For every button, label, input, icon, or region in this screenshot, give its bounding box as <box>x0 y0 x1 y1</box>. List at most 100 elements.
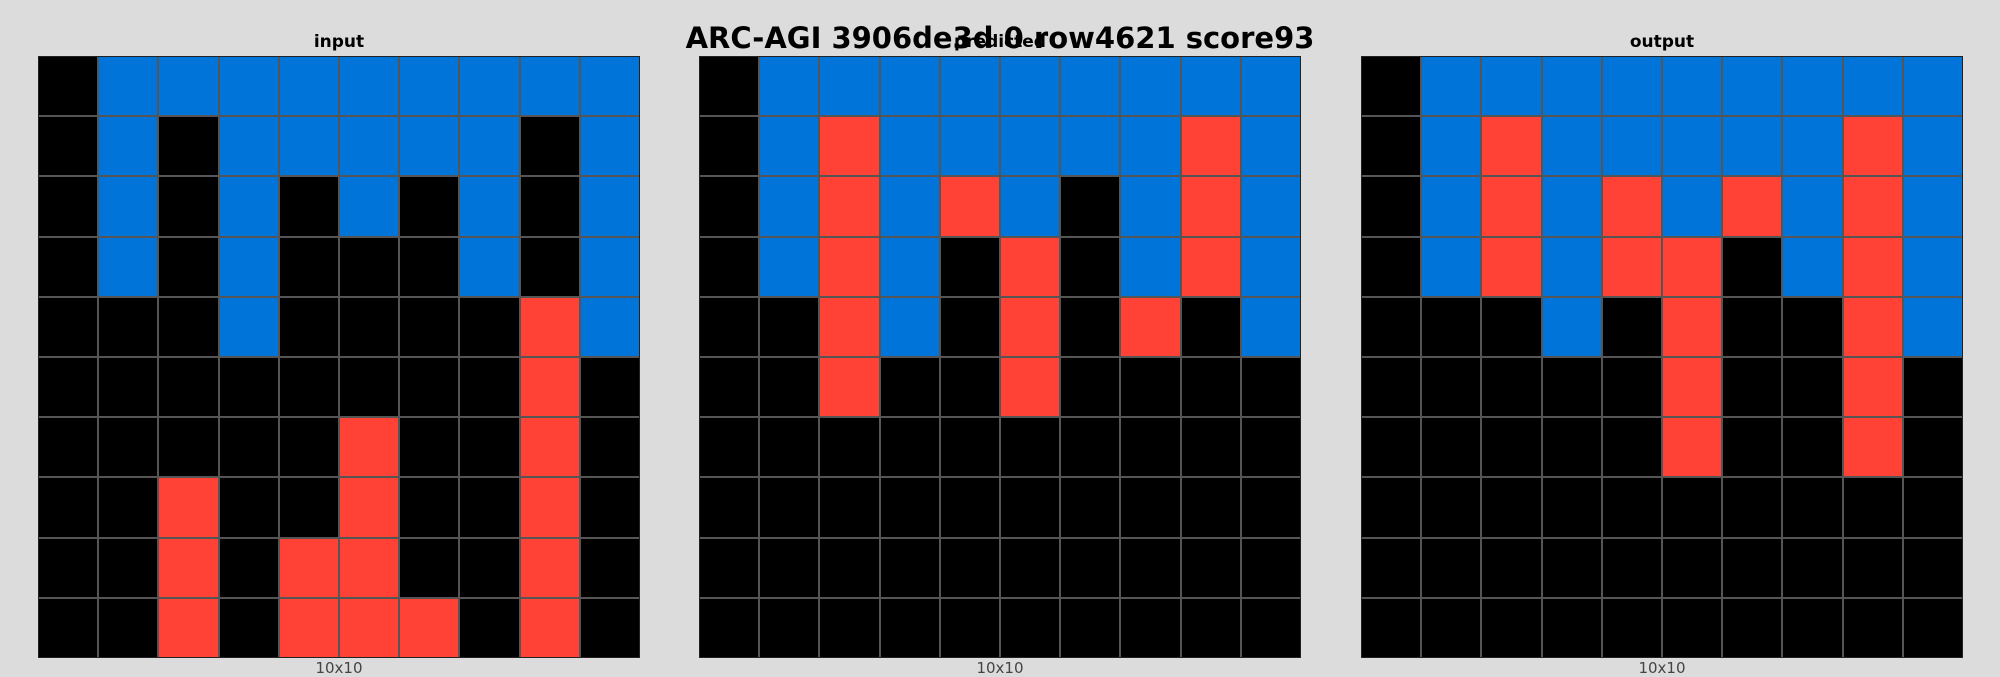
grid-cell <box>1061 117 1120 176</box>
grid-cell <box>1783 117 1842 176</box>
grid-cell <box>1903 177 1962 236</box>
grid-cell <box>1783 177 1842 236</box>
grid-cell <box>1843 117 1902 176</box>
grid-cell <box>1061 177 1120 236</box>
grid-cell <box>1061 57 1120 116</box>
grid-cell <box>1241 538 1300 597</box>
grid-cell <box>279 297 338 356</box>
grid-cell <box>520 177 579 236</box>
grid-cell <box>1181 358 1240 417</box>
grid-cell <box>99 297 158 356</box>
grid-cell <box>820 538 879 597</box>
grid-cell <box>1061 538 1120 597</box>
grid-cell <box>940 57 999 116</box>
grid-cell <box>400 237 459 296</box>
grid-cell <box>99 57 158 116</box>
grid-cell <box>880 478 939 537</box>
grid-cell <box>1602 177 1661 236</box>
grid-cell <box>700 478 759 537</box>
grid-cell <box>159 598 218 657</box>
grid-cell <box>1121 117 1180 176</box>
grid-cell <box>520 117 579 176</box>
grid-cell <box>700 418 759 477</box>
grid-cell <box>1542 297 1601 356</box>
grid-cell <box>820 598 879 657</box>
grid-cell <box>520 418 579 477</box>
grid-cell <box>1843 418 1902 477</box>
grid-cell <box>1001 418 1060 477</box>
grid-cell <box>400 478 459 537</box>
grid-cell <box>760 358 819 417</box>
input-grid-dims: 10x10 <box>315 659 363 677</box>
grid-cell <box>1121 297 1180 356</box>
grid-cell <box>1241 598 1300 657</box>
grid-cell <box>1362 57 1421 116</box>
grid-cell <box>760 177 819 236</box>
grid-cell <box>1181 538 1240 597</box>
grid-cell <box>1903 297 1962 356</box>
grid-cell <box>1422 117 1481 176</box>
grid-cell <box>760 237 819 296</box>
grid-cell <box>1723 237 1782 296</box>
grid-cell <box>1783 57 1842 116</box>
grid-cell <box>1723 418 1782 477</box>
grid-cell <box>1121 598 1180 657</box>
grid-cell <box>1903 598 1962 657</box>
grid-cell <box>1482 57 1541 116</box>
grid-cell <box>1001 358 1060 417</box>
grid-cell <box>1181 237 1240 296</box>
grid-cell <box>880 598 939 657</box>
grid-cell <box>1602 418 1661 477</box>
grid-cell <box>1783 297 1842 356</box>
grid-cell <box>1001 598 1060 657</box>
grid-cell <box>400 538 459 597</box>
grid-cell <box>1783 598 1842 657</box>
grid-cell <box>760 478 819 537</box>
grid-cell <box>1542 117 1601 176</box>
grid-cell <box>1602 538 1661 597</box>
grid-cell <box>820 297 879 356</box>
grid-cell <box>1903 57 1962 116</box>
grid-cell <box>1422 237 1481 296</box>
grid-cell <box>340 478 399 537</box>
grid-cell <box>159 418 218 477</box>
grid-cell <box>760 57 819 116</box>
grid-cell <box>940 297 999 356</box>
output-panel-title: output <box>1629 32 1695 52</box>
grid-cell <box>700 598 759 657</box>
grid-cell <box>400 117 459 176</box>
grid-cell <box>520 358 579 417</box>
grid-cell <box>1542 538 1601 597</box>
grid-cell <box>99 478 158 537</box>
grid-cell <box>1843 598 1902 657</box>
grid-cell <box>1121 418 1180 477</box>
grid-cell <box>1843 538 1902 597</box>
output-grid-dims: 10x10 <box>1638 659 1686 677</box>
grid-cell <box>1602 117 1661 176</box>
grid-cell <box>1181 598 1240 657</box>
grid-cell <box>340 177 399 236</box>
grid-cell <box>1241 358 1300 417</box>
grid-cell <box>39 297 98 356</box>
grid-cell <box>219 117 278 176</box>
grid-cell <box>460 177 519 236</box>
grid-cell <box>1602 297 1661 356</box>
figure-title: ARC-AGI 3906de3d 0 row4621 score93 <box>685 21 1315 55</box>
grid-cell <box>1482 358 1541 417</box>
grid-cell <box>159 117 218 176</box>
grid-cell <box>1903 478 1962 537</box>
grid-cell <box>580 478 639 537</box>
grid-cell <box>460 418 519 477</box>
grid-cell <box>39 117 98 176</box>
grid-cell <box>99 598 158 657</box>
grid-cell <box>1843 237 1902 296</box>
grid-cell <box>1181 418 1240 477</box>
grid-cell <box>1602 57 1661 116</box>
grid-cell <box>580 177 639 236</box>
grid-cell <box>1061 297 1120 356</box>
grid-cell <box>159 538 218 597</box>
grid-cell <box>219 57 278 116</box>
grid-cell <box>1903 418 1962 477</box>
grid-cell <box>1121 358 1180 417</box>
grid-cell <box>1001 177 1060 236</box>
